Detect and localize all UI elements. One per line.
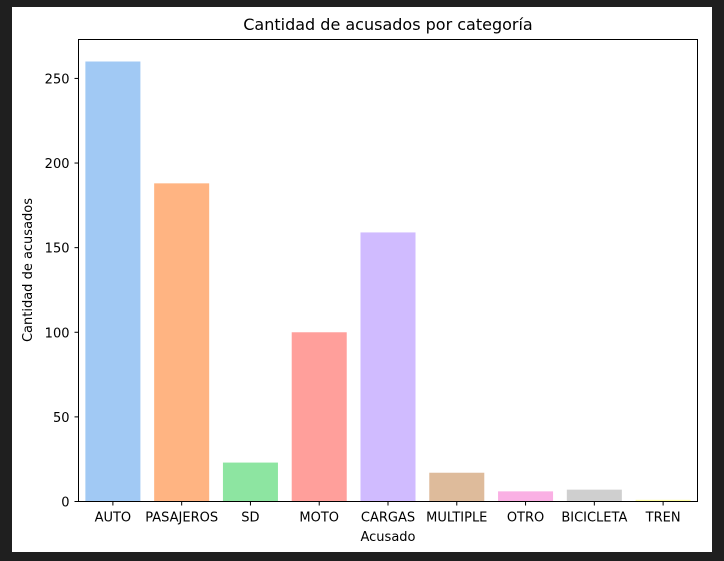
x-tick-label: MOTO: [299, 511, 339, 526]
x-tick-label: BICICLETA: [561, 511, 627, 526]
y-tick-label: 150: [45, 242, 70, 257]
y-tick-label: 50: [53, 411, 70, 426]
x-tick-label: CARGAS: [361, 511, 415, 526]
x-tick-label: PASAJEROS: [145, 511, 218, 526]
bar-moto: [291, 332, 347, 502]
bar-bicicleta: [566, 489, 622, 502]
bar-multiple: [429, 472, 485, 502]
y-tick-label: 100: [45, 326, 70, 341]
x-tick-label: SD: [241, 511, 259, 526]
chart-title: Cantidad de acusados por categoría: [243, 15, 532, 34]
bar-chart: Cantidad de acusados por categoría 0 50 10…: [21, 15, 698, 545]
x-tick-label: AUTO: [95, 511, 132, 526]
y-tick-label: 200: [45, 157, 70, 172]
bar-cargas: [360, 232, 416, 502]
x-axis-label: Acusado: [361, 530, 416, 545]
y-tick-label: 250: [45, 72, 70, 87]
bar-sd: [222, 462, 278, 502]
chart-figure: Cantidad de acusados por categoría 0 50 10…: [12, 7, 712, 552]
bar-auto: [85, 61, 141, 502]
x-tick-label: OTRO: [507, 511, 544, 526]
x-tick-label: TREN: [645, 511, 681, 526]
bar-tren: [635, 499, 691, 502]
bar-pasajeros: [154, 183, 210, 502]
bar-otro: [498, 491, 554, 502]
y-axis-label: Cantidad de acusados: [21, 198, 36, 342]
y-tick-label: 0: [61, 496, 69, 511]
x-tick-label: MULTIPLE: [426, 511, 487, 526]
